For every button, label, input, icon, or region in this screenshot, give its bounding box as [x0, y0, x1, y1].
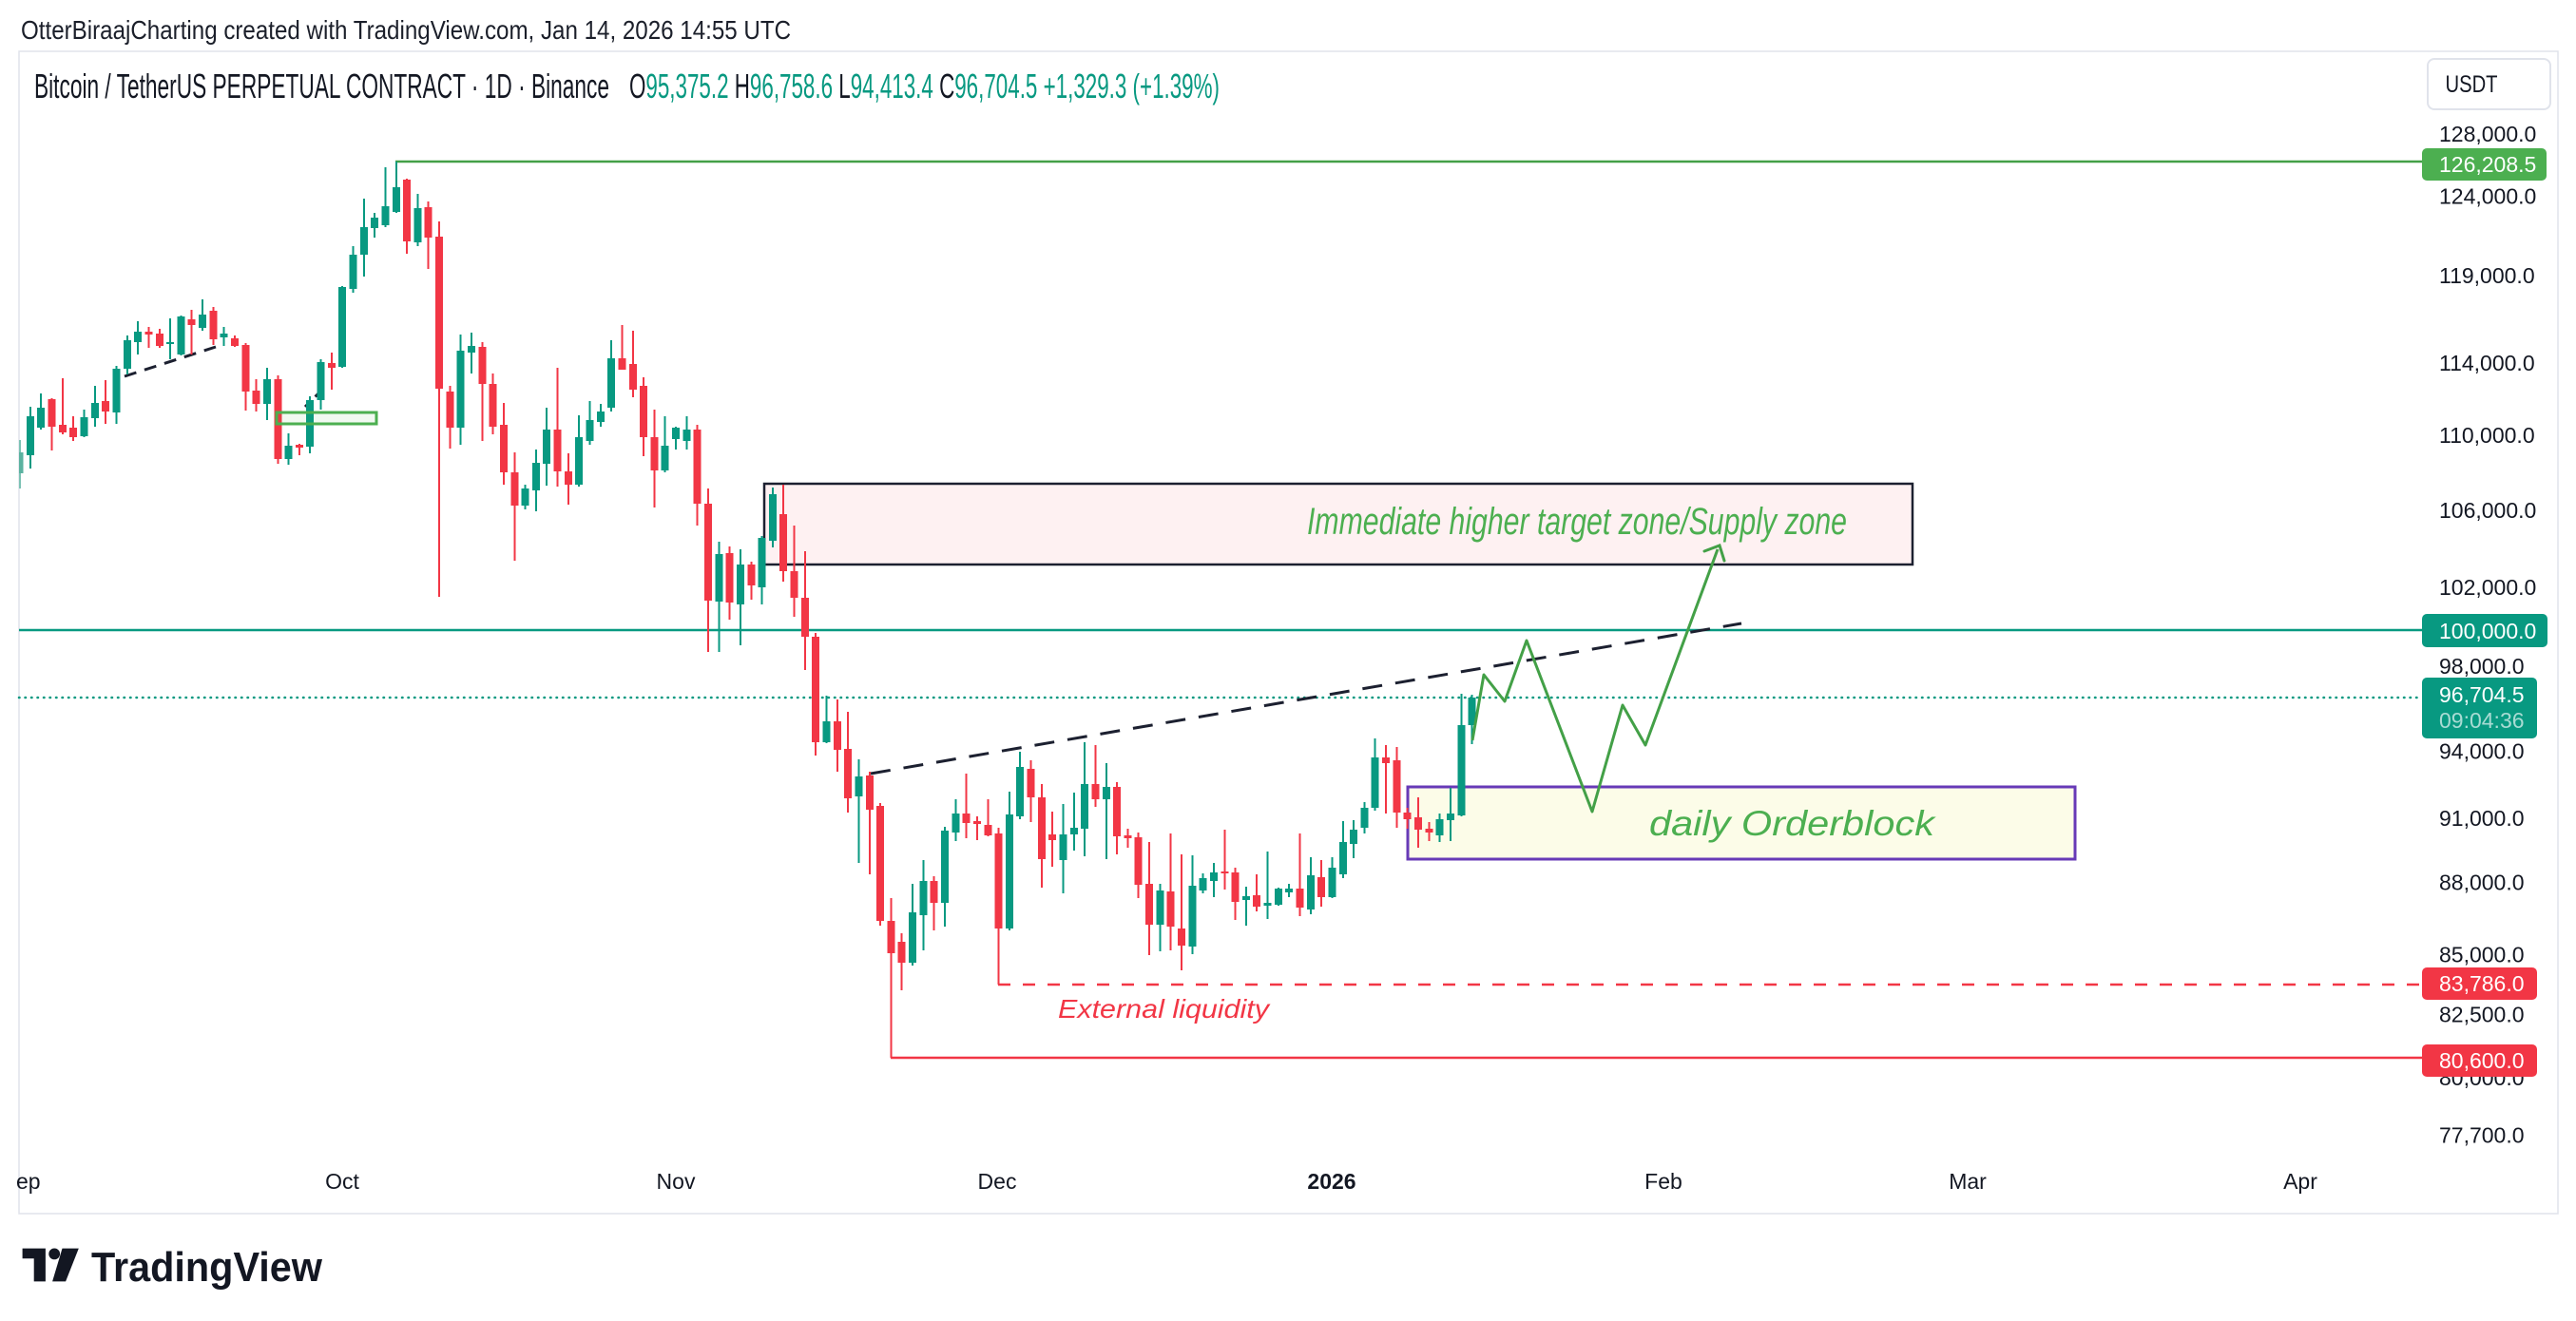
svg-text:ep: ep [16, 1169, 41, 1194]
svg-text:96,704.5: 96,704.5 [2439, 682, 2525, 707]
svg-text:Immediate higher target zone/S: Immediate higher target zone/Supply zone [1307, 501, 1847, 543]
svg-text:124,000.0: 124,000.0 [2439, 184, 2536, 209]
svg-text:91,000.0: 91,000.0 [2439, 806, 2525, 831]
svg-text:daily Orderblock: daily Orderblock [1649, 804, 1937, 843]
svg-text:119,000.0: 119,000.0 [2439, 263, 2535, 288]
svg-text:Dec: Dec [978, 1169, 1017, 1194]
svg-text:O95,375.2 H96,758.6 L94,413.4: O95,375.2 H96,758.6 L94,413.4 C96,704.5 … [629, 67, 1220, 105]
svg-text:94,000.0: 94,000.0 [2439, 739, 2525, 764]
svg-text:Mar: Mar [1949, 1169, 1987, 1194]
svg-text:82,500.0: 82,500.0 [2439, 1003, 2525, 1027]
svg-text:100,000.0: 100,000.0 [2439, 619, 2536, 643]
svg-text:128,000.0: 128,000.0 [2439, 122, 2536, 146]
svg-text:106,000.0: 106,000.0 [2439, 498, 2536, 523]
svg-text:114,000.0: 114,000.0 [2439, 351, 2535, 375]
svg-text:TradingView: TradingView [91, 1244, 323, 1291]
svg-text:110,000.0: 110,000.0 [2439, 423, 2535, 448]
svg-text:09:04:36: 09:04:36 [2439, 708, 2525, 733]
svg-text:External liquidity: External liquidity [1058, 994, 1271, 1024]
svg-text:102,000.0: 102,000.0 [2439, 575, 2536, 600]
svg-text:88,000.0: 88,000.0 [2439, 871, 2525, 895]
svg-text:Bitcoin / TetherUS PERPETUAL C: Bitcoin / TetherUS PERPETUAL CONTRACT · … [34, 67, 609, 105]
svg-text:Feb: Feb [1644, 1169, 1682, 1194]
svg-text:83,786.0: 83,786.0 [2439, 971, 2525, 996]
svg-text:77,700.0: 77,700.0 [2439, 1123, 2525, 1148]
svg-text:OtterBiraajCharting created wi: OtterBiraajCharting created with Trading… [21, 15, 791, 45]
svg-text:126,208.5: 126,208.5 [2439, 152, 2536, 177]
svg-text:85,000.0: 85,000.0 [2439, 943, 2525, 967]
svg-text:Apr: Apr [2283, 1169, 2317, 1194]
svg-text:Oct: Oct [325, 1169, 359, 1194]
svg-text:98,000.0: 98,000.0 [2439, 654, 2525, 679]
svg-text:80,600.0: 80,600.0 [2439, 1048, 2525, 1073]
svg-text:2026: 2026 [1307, 1169, 1355, 1194]
svg-text:USDT: USDT [2446, 71, 2498, 98]
svg-text:Nov: Nov [657, 1169, 696, 1194]
